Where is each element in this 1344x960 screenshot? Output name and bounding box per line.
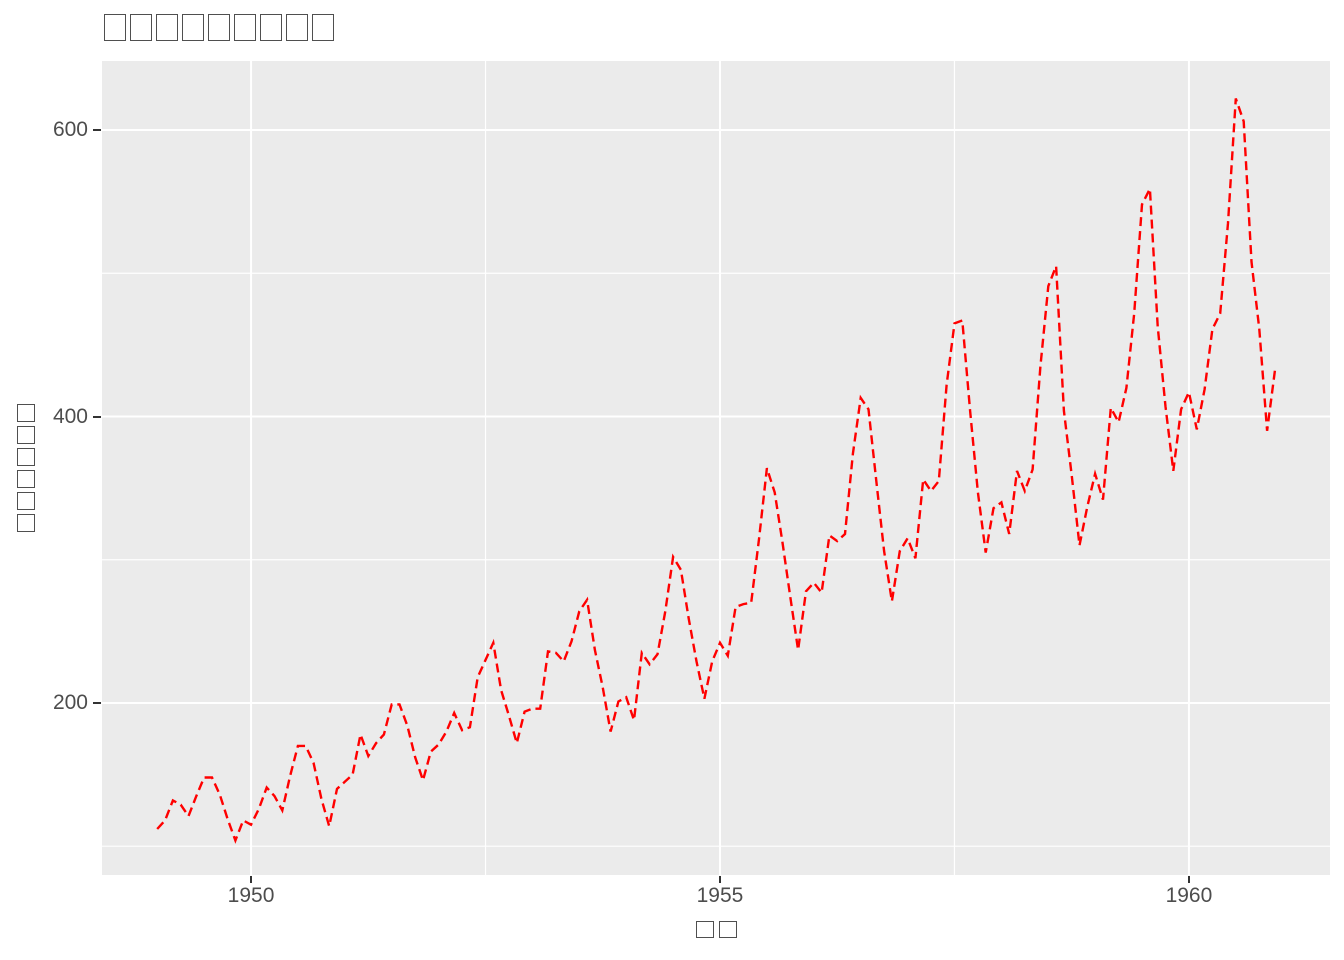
missing-glyph-box: [234, 14, 256, 41]
missing-glyph-box: [208, 14, 230, 41]
missing-glyph-box: [286, 14, 308, 41]
missing-glyph-box: [130, 14, 152, 41]
line-plot-svg: [102, 61, 1330, 875]
x-tick-mark: [1187, 876, 1190, 883]
x-tick-label: 1960: [1165, 884, 1213, 907]
missing-glyph-box: [104, 14, 126, 41]
missing-glyph-box: [17, 514, 35, 532]
missing-glyph-box: [312, 14, 334, 41]
missing-glyph-box: [17, 492, 35, 510]
y-tick-label: 600: [52, 118, 88, 142]
missing-glyph-box: [17, 448, 35, 466]
x-tick-mark: [718, 876, 721, 883]
missing-glyph-box: [17, 426, 35, 444]
missing-glyph-box: [17, 470, 35, 488]
missing-glyph-box: [182, 14, 204, 41]
y-tick-mark: [93, 415, 101, 418]
y-tick-label: 200: [52, 690, 88, 714]
y-tick-mark: [93, 701, 101, 704]
missing-glyph-box: [696, 921, 714, 938]
plot-panel: [102, 61, 1330, 875]
y-tick-label: 400: [52, 404, 88, 428]
x-tick-mark: [250, 876, 253, 883]
y-tick-mark: [93, 129, 101, 132]
missing-glyph-box: [17, 404, 35, 422]
y-axis-title-missing-glyphs: [17, 404, 35, 532]
x-axis-title-missing-glyphs: [696, 921, 737, 938]
data-series-line: [156, 98, 1277, 844]
missing-glyph-box: [156, 14, 178, 41]
chart-title-missing-glyphs: [104, 14, 334, 41]
x-tick-label: 1955: [696, 884, 744, 907]
missing-glyph-box: [719, 921, 737, 938]
x-tick-label: 1950: [227, 884, 275, 907]
missing-glyph-box: [260, 14, 282, 41]
